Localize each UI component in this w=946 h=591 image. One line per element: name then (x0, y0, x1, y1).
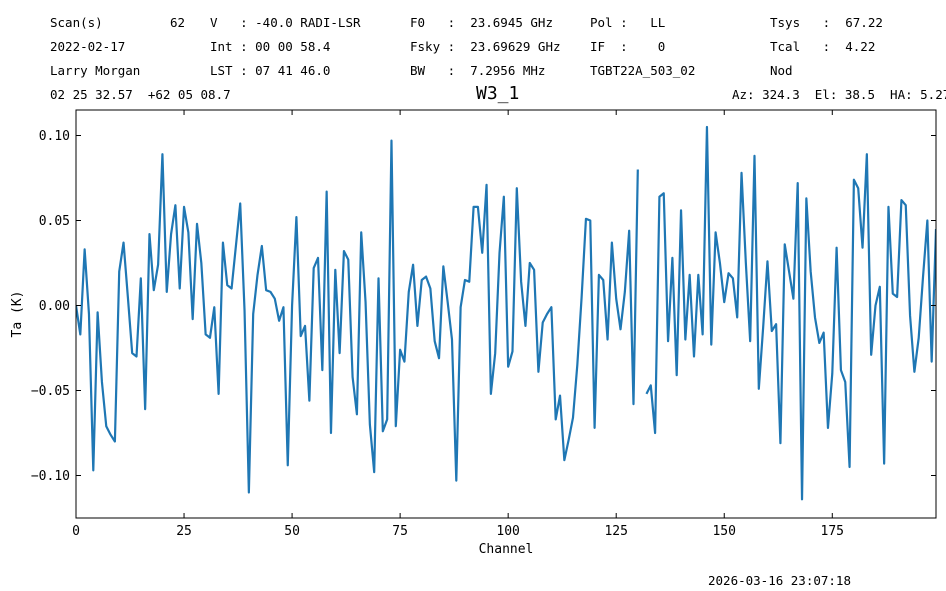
header-lst: LST : 07 41 46.0 (210, 63, 331, 78)
x-tick-label: 0 (72, 524, 80, 539)
header-tsys: Tsys : 67.22 (770, 15, 883, 30)
header-date: 2022-02-17 (50, 39, 126, 54)
spectrum-series-line (76, 125, 936, 501)
header-tcal: Tcal : 4.22 (770, 39, 876, 54)
chart-title: W3_1 (476, 83, 520, 104)
header-pol: Pol : LL (590, 15, 666, 30)
header-coordinates: 02 25 32.57 +62 05 08.7 (50, 87, 231, 102)
header-f0: F0 : 23.6945 GHz (410, 15, 553, 30)
x-tick-label: 50 (284, 524, 300, 539)
x-tick-label: 100 (496, 524, 519, 539)
header-observer: Larry Morgan (50, 63, 141, 78)
header-project: TGBT22A_503_02 (590, 63, 696, 78)
header-velocity: V : -40.0 RADI-LSR (210, 15, 361, 30)
y-tick-label: −0.10 (31, 469, 70, 484)
header-mode: Nod (770, 63, 793, 78)
header-if: IF : 0 (590, 39, 666, 54)
y-tick-label: 0.05 (39, 214, 70, 229)
y-tick-label: 0.00 (39, 299, 70, 314)
y-tick-label: −0.05 (31, 384, 70, 399)
y-axis-label: Ta (K) (10, 291, 25, 338)
header-azel: Az: 324.3 El: 38.5 HA: 5.27 (732, 87, 946, 102)
x-tick-label: 150 (712, 524, 735, 539)
x-tick-label: 175 (821, 524, 844, 539)
y-tick-label: 0.10 (39, 129, 70, 144)
header-scan-number: 62 (170, 15, 186, 30)
x-tick-label: 75 (392, 524, 408, 539)
header-int: Int : 00 00 58.4 (210, 39, 331, 54)
plot-frame (75, 109, 937, 519)
x-tick-label: 125 (604, 524, 627, 539)
timestamp: 2026-03-16 23:07:18 (708, 573, 851, 588)
header-bw: BW : 7.2956 MHz (410, 63, 546, 78)
header-fsky: Fsky : 23.69629 GHz (410, 39, 561, 54)
header-scan-label: Scan(s) (50, 15, 103, 30)
x-tick-label: 25 (176, 524, 192, 539)
x-axis-label: Channel (479, 542, 534, 557)
